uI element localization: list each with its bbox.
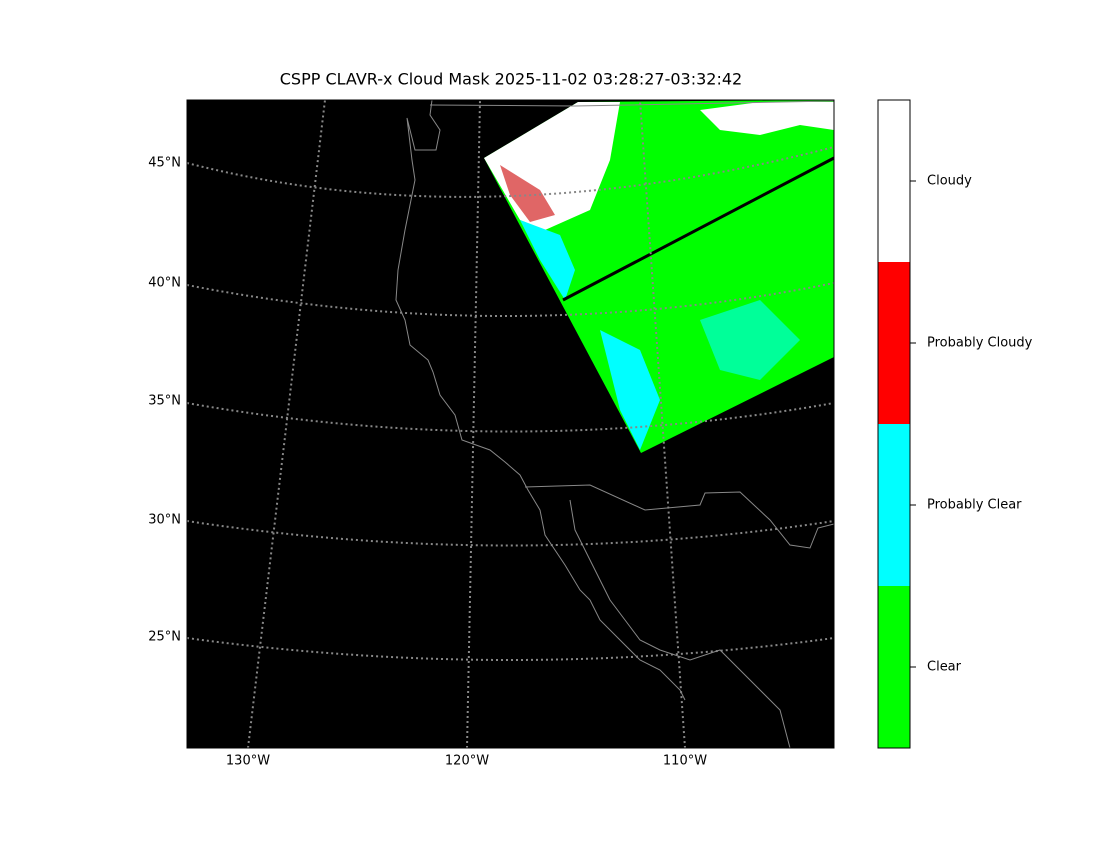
latitude-line bbox=[187, 146, 834, 198]
clear-area bbox=[700, 300, 800, 380]
longitude-line bbox=[247, 100, 326, 748]
coastline bbox=[569, 499, 791, 748]
map-content bbox=[187, 100, 834, 748]
latitude-line bbox=[187, 637, 834, 661]
colorbar-label: Clear bbox=[927, 660, 962, 675]
colorbar-label: Cloudy bbox=[927, 174, 972, 189]
coastline bbox=[395, 100, 686, 701]
cloud-area bbox=[700, 102, 834, 135]
clear-area bbox=[600, 330, 660, 450]
longitude-line bbox=[639, 100, 686, 748]
colorbar-label: Probably Cloudy bbox=[927, 336, 1033, 351]
longitude-label: 130°W bbox=[226, 754, 270, 769]
swath-gap bbox=[562, 156, 834, 302]
colorbar-frame bbox=[877, 99, 911, 749]
cloudy-area bbox=[500, 165, 555, 222]
map-title: CSPP CLAVR-x Cloud Mask 2025-11-02 03:28… bbox=[280, 70, 742, 89]
longitude-label: 120°W bbox=[445, 754, 489, 769]
border bbox=[524, 484, 834, 549]
colorbar-label: Probably Clear bbox=[927, 498, 1022, 513]
latitude-label: 30°N bbox=[148, 513, 181, 528]
colorbar-segment bbox=[878, 586, 910, 748]
colorbar-segment bbox=[878, 262, 910, 424]
latitude-line bbox=[187, 520, 834, 547]
latitude-label: 40°N bbox=[148, 276, 181, 291]
latitude-line bbox=[187, 282, 834, 317]
latitude-label: 25°N bbox=[148, 630, 181, 645]
latitude-label: 35°N bbox=[148, 394, 181, 409]
clear-area bbox=[520, 220, 575, 300]
colorbar: Cloudy Probably Cloudy Probably Clear Clear bbox=[878, 100, 1033, 748]
latitude-label: 45°N bbox=[148, 156, 181, 171]
map-frame bbox=[186, 99, 835, 749]
colorbar-segment bbox=[878, 424, 910, 586]
longitude-label: 110°W bbox=[663, 754, 707, 769]
colorbar-segment bbox=[878, 100, 910, 262]
border bbox=[429, 100, 834, 107]
longitude-line bbox=[466, 100, 481, 748]
